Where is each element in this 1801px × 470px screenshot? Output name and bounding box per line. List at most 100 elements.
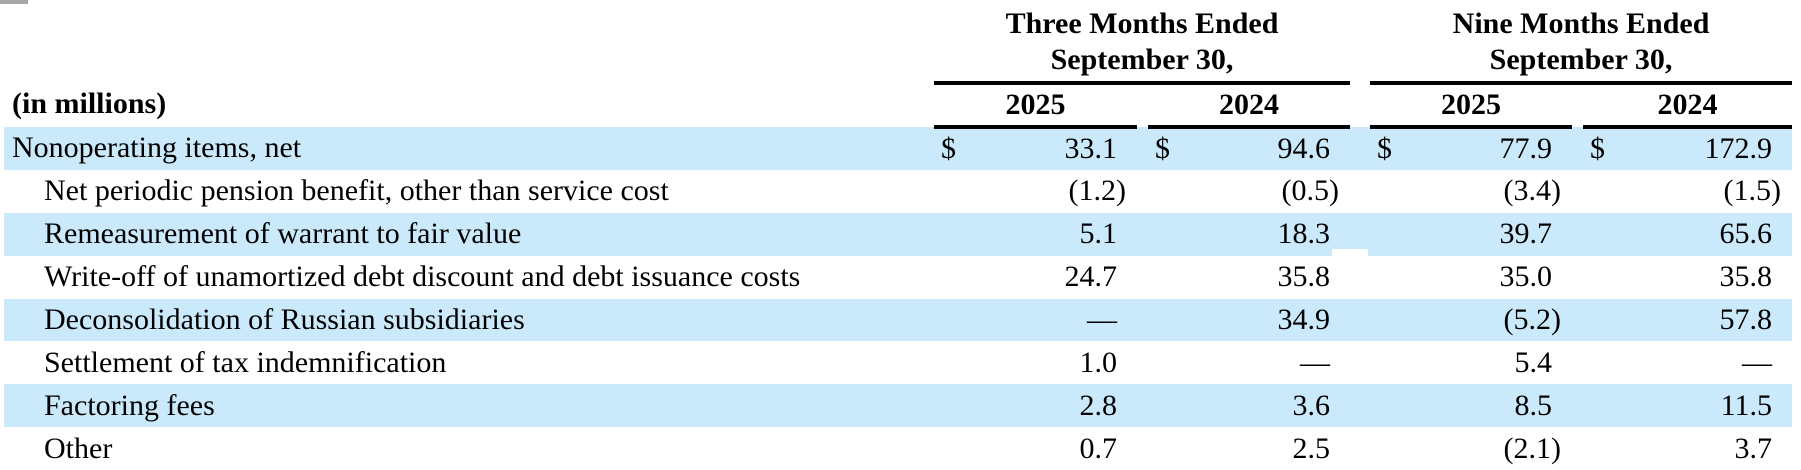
year-header-9m-2024: 2024: [1583, 83, 1793, 129]
value-cell: 35.8: [1277, 260, 1331, 294]
column-gap: [1572, 212, 1584, 256]
value-cell: (1.5): [1723, 174, 1782, 208]
row-label: Write-off of unamortized debt discount a…: [44, 260, 801, 294]
value-cell: 94.6: [1192, 127, 1351, 170]
column-gap: [1137, 256, 1148, 299]
row-label: Settlement of tax indemnification: [44, 345, 447, 379]
value-cell: 65.6: [1627, 212, 1793, 256]
group-gap: [1350, 341, 1370, 384]
currency-cell: [1583, 256, 1627, 299]
value-cell: 34.9: [1192, 298, 1351, 342]
table-row: Remeasurement of warrant to fair value 5…: [4, 212, 1793, 256]
currency-cell: [1583, 212, 1628, 256]
corner-artifact: [0, 0, 28, 4]
column-gap: [1137, 384, 1148, 428]
value-cell: 57.8: [1627, 298, 1793, 342]
group-header-line1: Three Months Ended: [1005, 7, 1279, 40]
value-cell: (0.5): [1281, 174, 1340, 208]
value-cell: 1.0: [1079, 345, 1118, 379]
column-gap: [1572, 384, 1584, 428]
currency-cell: $: [934, 127, 978, 170]
value-cell: 5.1: [978, 212, 1137, 256]
group-header-line1: Nine Months Ended: [1452, 7, 1710, 40]
currency-cell: [1583, 298, 1628, 342]
column-gap: [1572, 341, 1583, 384]
currency-cell: [1148, 256, 1192, 299]
value-cell: 2.8: [978, 384, 1137, 428]
group-gap: [1350, 256, 1370, 299]
value-cell: 18.3: [1192, 212, 1351, 256]
column-gap: [1572, 170, 1583, 213]
nonoperating-items-table: Three Months Ended September 30, Nine Mo…: [4, 0, 1793, 470]
row-label: Net periodic pension benefit, other than…: [44, 174, 669, 208]
group-gap: [1350, 212, 1371, 256]
group-gap: [1350, 83, 1370, 127]
currency-cell: [934, 256, 978, 299]
currency-cell: [934, 341, 978, 384]
column-gap: [1137, 341, 1148, 384]
row-label: Factoring fees: [4, 384, 934, 428]
value-cell: 3.7: [1734, 431, 1773, 465]
currency-cell: [1148, 298, 1192, 342]
value-cell: 5.4: [1514, 345, 1553, 379]
value-cell: 11.5: [1627, 384, 1793, 428]
group-gap: [1350, 0, 1370, 83]
currency-cell: [1583, 170, 1627, 213]
currency-cell: [1370, 212, 1415, 256]
value-cell: 8.5: [1414, 384, 1573, 428]
currency-cell: [1370, 170, 1414, 213]
group-gap: [1350, 298, 1371, 342]
currency-cell: [1370, 256, 1414, 299]
render-artifact: [1332, 249, 1368, 256]
currency-cell: [934, 298, 978, 342]
currency-cell: $: [1370, 127, 1415, 170]
table-header: Three Months Ended September 30, Nine Mo…: [4, 0, 1793, 129]
units-label: (in millions): [12, 87, 167, 120]
group-header-row: Three Months Ended September 30, Nine Mo…: [4, 0, 1793, 85]
value-cell: 39.7: [1414, 212, 1573, 256]
column-gap: [1572, 298, 1584, 342]
currency-cell: [1148, 170, 1192, 213]
group-gap: [1350, 384, 1371, 428]
value-cell: 35.8: [1719, 260, 1773, 294]
table-body: Nonoperating items, net $ 33.1 $ 94.6 $ …: [4, 127, 1793, 470]
currency-cell: [1370, 341, 1414, 384]
table-row: Settlement of tax indemnification 1.0 — …: [4, 341, 1792, 384]
group-header-line2: September 30,: [1050, 43, 1234, 76]
value-cell: —: [1300, 345, 1331, 379]
value-cell: 3.6: [1192, 384, 1351, 428]
table-row: Deconsolidation of Russian subsidiaries …: [4, 298, 1793, 342]
group-gap: [1350, 427, 1370, 470]
column-gap: [1137, 127, 1148, 170]
three-months-group-header: Three Months Ended September 30,: [934, 0, 1351, 85]
currency-cell: [934, 170, 978, 213]
column-gap: [1572, 256, 1583, 299]
currency-cell: $: [1583, 127, 1628, 170]
currency-cell: [1148, 212, 1192, 256]
group-header-line2: September 30,: [1489, 43, 1673, 76]
column-gap: [1137, 298, 1148, 342]
value-cell: —: [978, 298, 1137, 342]
value-cell: 33.1: [978, 127, 1137, 170]
row-label: Deconsolidation of Russian subsidiaries: [4, 298, 934, 342]
value-cell: 24.7: [1064, 260, 1118, 294]
table-row: Net periodic pension benefit, other than…: [4, 170, 1792, 213]
table-row: Other 0.7 2.5 (2.1) 3.7: [4, 427, 1792, 470]
currency-cell: [1583, 384, 1628, 428]
value-cell: 77.9: [1414, 127, 1573, 170]
currency-cell: [1370, 384, 1415, 428]
value-cell: 172.9: [1627, 127, 1793, 170]
currency-cell: [1148, 427, 1192, 470]
row-label: Nonoperating items, net: [4, 127, 934, 170]
value-cell: (5.2): [1414, 298, 1573, 342]
currency-cell: [934, 427, 978, 470]
value-cell: 2.5: [1292, 431, 1331, 465]
table-row: Nonoperating items, net $ 33.1 $ 94.6 $ …: [4, 127, 1793, 170]
column-gap: [1137, 427, 1148, 470]
column-gap: [1137, 170, 1148, 213]
row-label: Other: [44, 431, 113, 465]
value-cell: (3.4): [1503, 174, 1562, 208]
year-header-3m-2024: 2024: [1148, 83, 1351, 129]
currency-cell: [1583, 427, 1627, 470]
